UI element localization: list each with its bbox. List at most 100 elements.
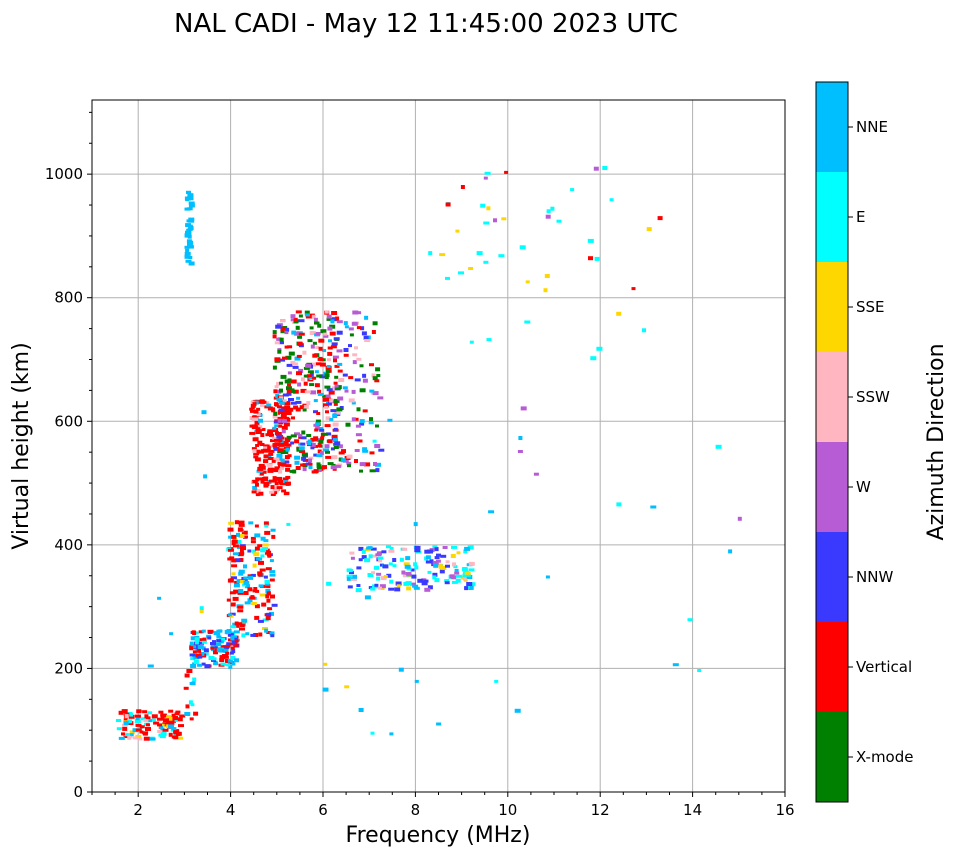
data-point <box>266 612 272 617</box>
data-point <box>227 557 233 561</box>
data-point <box>359 462 366 467</box>
data-point <box>263 444 269 448</box>
data-point <box>278 424 283 428</box>
data-point <box>737 516 742 521</box>
data-point <box>364 595 371 600</box>
data-point <box>338 457 343 462</box>
data-point <box>241 633 246 638</box>
data-point <box>238 569 245 574</box>
data-point <box>147 664 154 668</box>
data-point <box>251 490 257 494</box>
data-point <box>226 629 232 633</box>
data-point <box>301 456 307 461</box>
data-point <box>234 621 239 626</box>
data-point <box>322 687 329 692</box>
colorbar-title: Azimuth Direction <box>924 343 949 540</box>
data-point <box>405 572 412 575</box>
data-point <box>266 631 272 634</box>
data-point <box>609 198 614 202</box>
data-point <box>190 657 196 661</box>
data-point <box>322 465 327 470</box>
data-point <box>405 556 411 561</box>
data-point <box>395 581 402 586</box>
y-tick-label: 1000 <box>45 165 83 183</box>
data-point <box>326 369 331 373</box>
data-point <box>278 442 285 447</box>
data-point <box>326 365 331 368</box>
data-point <box>250 540 256 544</box>
data-point <box>715 444 722 449</box>
colorbar-label: SSE <box>856 298 885 316</box>
data-point <box>302 467 307 472</box>
data-point <box>298 314 303 318</box>
data-point <box>188 219 195 223</box>
data-point <box>588 256 593 261</box>
data-point <box>259 403 264 407</box>
data-point <box>213 662 219 666</box>
data-point <box>264 579 270 584</box>
data-point <box>646 227 652 232</box>
data-point <box>268 479 275 483</box>
data-point <box>262 477 268 481</box>
data-point <box>313 399 318 403</box>
data-point <box>317 466 322 471</box>
data-marks <box>116 166 742 741</box>
data-point <box>254 533 261 538</box>
data-point <box>294 439 300 444</box>
data-point <box>355 424 361 428</box>
data-point <box>232 552 239 556</box>
data-point <box>364 558 371 563</box>
data-point <box>184 251 191 256</box>
data-point <box>184 712 191 716</box>
data-point <box>352 353 358 357</box>
data-point <box>672 663 679 667</box>
data-point <box>307 439 314 443</box>
data-point <box>349 571 354 575</box>
data-point <box>256 407 261 411</box>
data-point <box>325 410 329 414</box>
data-point <box>270 485 275 490</box>
data-point <box>231 662 236 666</box>
data-point <box>348 344 352 348</box>
data-point <box>372 439 377 443</box>
data-point <box>413 522 418 527</box>
data-point <box>197 663 203 667</box>
data-point <box>298 368 304 373</box>
data-point <box>323 448 329 452</box>
data-point <box>466 582 473 586</box>
data-point <box>228 521 235 525</box>
data-point <box>269 559 274 563</box>
data-point <box>212 640 216 644</box>
data-point <box>504 170 509 174</box>
data-point <box>142 731 148 736</box>
data-point <box>266 446 271 451</box>
data-point <box>262 448 269 453</box>
data-point <box>295 325 300 330</box>
data-point <box>282 356 287 360</box>
data-point <box>329 398 334 403</box>
data-point <box>129 733 134 737</box>
data-point <box>175 733 180 736</box>
data-point <box>272 428 279 432</box>
data-point <box>333 337 340 341</box>
data-point <box>332 414 338 418</box>
data-point <box>257 544 263 548</box>
x-tick-label: 16 <box>775 801 794 819</box>
data-point <box>312 376 317 380</box>
data-point <box>335 464 341 468</box>
data-point <box>375 367 381 372</box>
data-point <box>306 401 311 406</box>
data-point <box>483 221 490 225</box>
data-point <box>252 549 257 554</box>
data-point <box>149 737 156 741</box>
data-point <box>296 371 302 376</box>
data-point <box>143 736 150 741</box>
data-point <box>146 723 150 727</box>
data-point <box>314 383 320 388</box>
data-point <box>309 331 316 335</box>
data-point <box>455 229 460 233</box>
data-point <box>697 669 702 672</box>
data-point <box>237 527 243 532</box>
data-point <box>266 403 272 407</box>
data-point <box>265 433 270 437</box>
